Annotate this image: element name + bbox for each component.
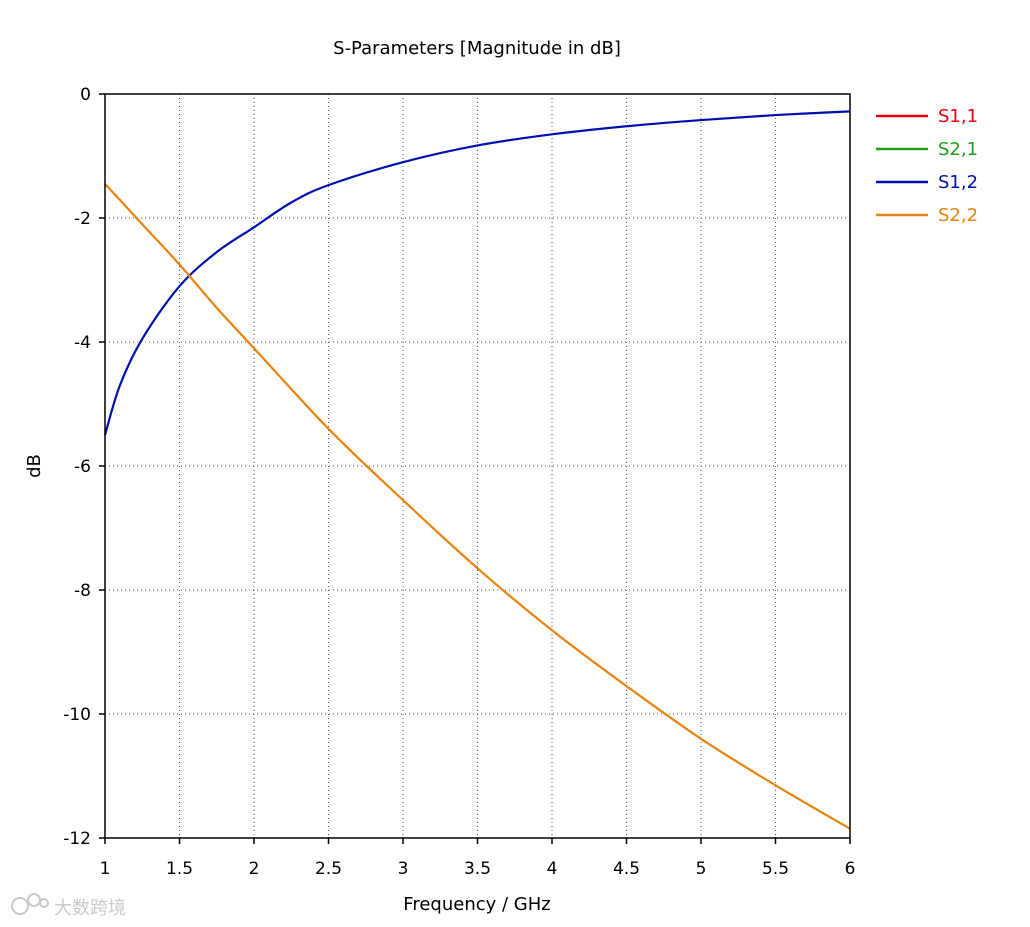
legend-label-s12: S1,2: [938, 172, 978, 193]
chart-title: S-Parameters [Magnitude in dB]: [333, 38, 621, 59]
legend-label-s21: S2,1: [938, 139, 978, 160]
x-tick-label: 4: [547, 859, 558, 879]
y-tick-label: -10: [63, 705, 91, 725]
x-tick-label: 3.5: [464, 859, 491, 879]
y-tick-label: -2: [74, 209, 91, 229]
grid: [105, 94, 850, 838]
x-tick-label: 5: [696, 859, 707, 879]
watermark: 大数跨境: [11, 893, 126, 919]
y-tick-label: -6: [74, 457, 91, 477]
series-group: [103, 110, 851, 830]
series-line-s22: [104, 183, 851, 830]
y-tick-label: -4: [74, 333, 91, 353]
x-tick-label: 1: [100, 859, 111, 879]
y-tick-label: -8: [74, 581, 91, 601]
x-tick-label: 4.5: [613, 859, 640, 879]
y-tick-label: -12: [63, 829, 91, 849]
legend-label-s22: S2,2: [938, 205, 978, 226]
legend-label-s11: S1,1: [938, 106, 978, 127]
x-tick-label: 2.5: [315, 859, 342, 879]
x-axis-label: Frequency / GHz: [403, 894, 550, 915]
series-line-s12: [103, 110, 851, 436]
x-tick-label: 5.5: [762, 859, 789, 879]
y-axis-label: dB: [24, 454, 45, 478]
watermark-text: 大数跨境: [54, 898, 126, 919]
x-tick-label: 6: [845, 859, 856, 879]
watermark-logo-icon: [11, 893, 49, 915]
x-tick-label: 1.5: [166, 859, 193, 879]
y-tick-label: 0: [80, 85, 91, 105]
x-tick-label: 3: [398, 859, 409, 879]
legend: S1,1 S2,1 S1,2 S2,2: [876, 106, 978, 226]
x-tick-label: 2: [249, 859, 260, 879]
axis-ticks: 1 1.5 2 2.5 3 3.5 4 4.5 5 5.5 6 0 -2 -4 -6 -8 -10 -12: [63, 85, 855, 879]
